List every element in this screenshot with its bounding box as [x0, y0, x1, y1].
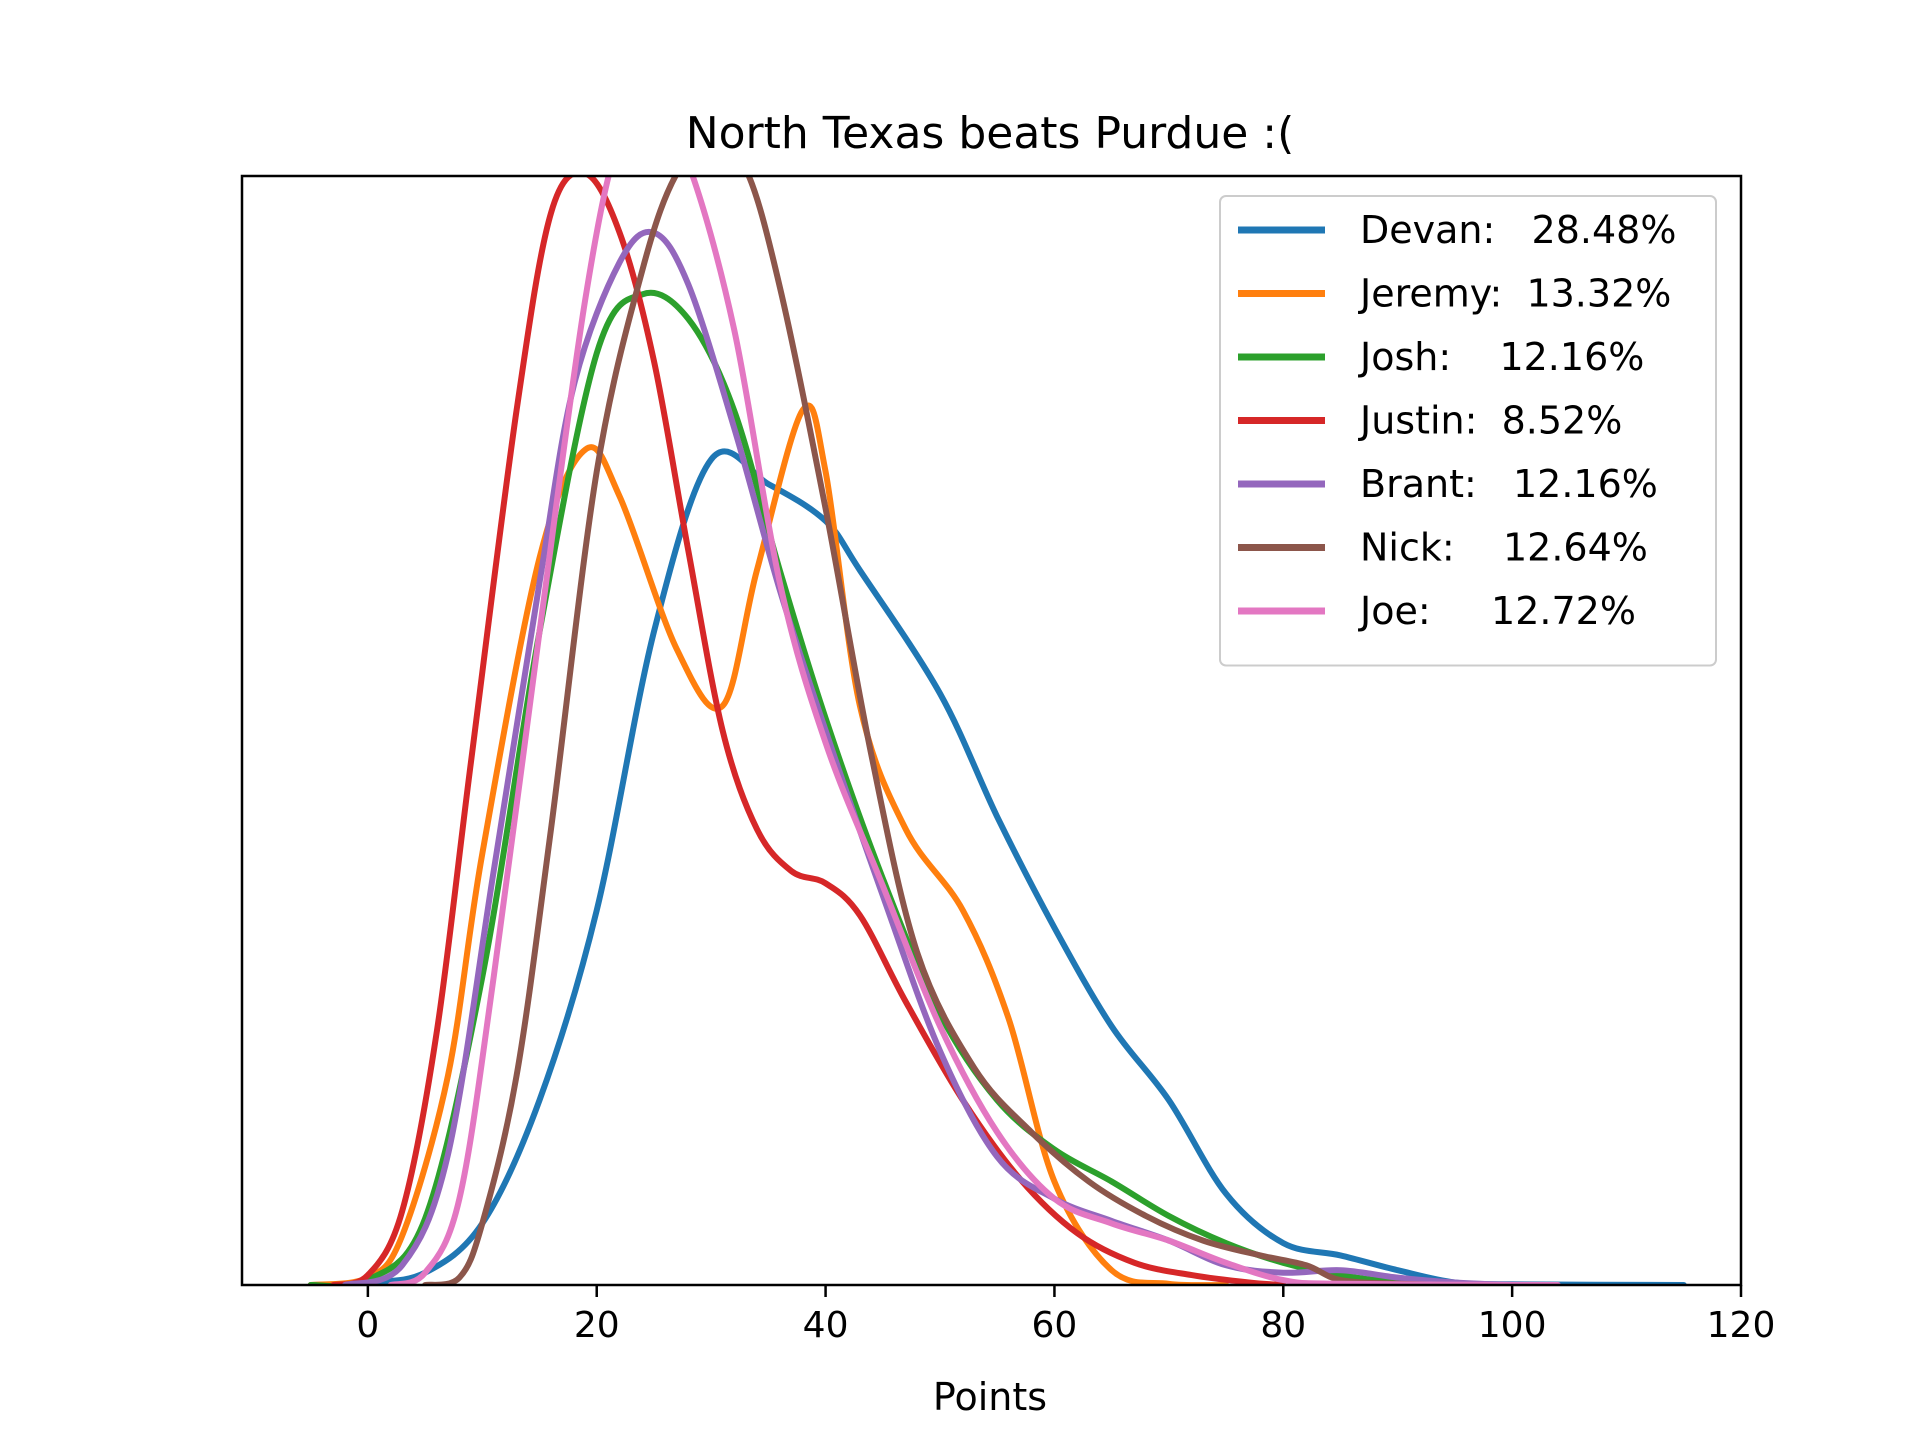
legend-box	[1219, 195, 1717, 667]
legend-label-5: Nick: 12.64%	[1360, 526, 1648, 570]
series-line-2	[307, 289, 1458, 1285]
x-tick-label-1: 20	[574, 1305, 620, 1346]
x-tick-label-4: 80	[1260, 1305, 1306, 1346]
series-line-1	[307, 402, 1230, 1285]
x-tick-label-5: 100	[1478, 1305, 1547, 1346]
legend-label-4: Brant: 12.16%	[1360, 462, 1658, 506]
legend-label-2: Josh: 12.16%	[1358, 335, 1644, 379]
x-axis: 0 20 40 60 80 100 120	[356, 1285, 1775, 1346]
series-line-5	[422, 176, 1458, 1285]
series-layer	[307, 176, 1687, 1285]
legend-label-1: Jeremy: 13.32%	[1358, 272, 1671, 316]
legend-label-0: Devan: 28.48%	[1360, 208, 1676, 252]
x-tick-label-6: 120	[1707, 1305, 1776, 1346]
x-axis-label: Points	[933, 1375, 1047, 1419]
x-tick-label-2: 40	[803, 1305, 849, 1346]
legend-label-6: Joe: 12.72%	[1358, 589, 1636, 633]
x-tick-label-3: 60	[1032, 1305, 1078, 1346]
series-line-3	[330, 176, 1287, 1285]
plot-frame	[240, 174, 1743, 1287]
legend: Devan: 28.48% Jeremy: 13.32% Josh: 12.16% J…	[1219, 195, 1717, 667]
series-line-6	[387, 176, 1561, 1285]
legend-label-3: Justin: 8.52%	[1358, 399, 1622, 443]
chart-title: North Texas beats Purdue :(	[686, 108, 1295, 159]
x-tick-label-0: 0	[356, 1305, 379, 1346]
series-line-0	[307, 448, 1687, 1285]
